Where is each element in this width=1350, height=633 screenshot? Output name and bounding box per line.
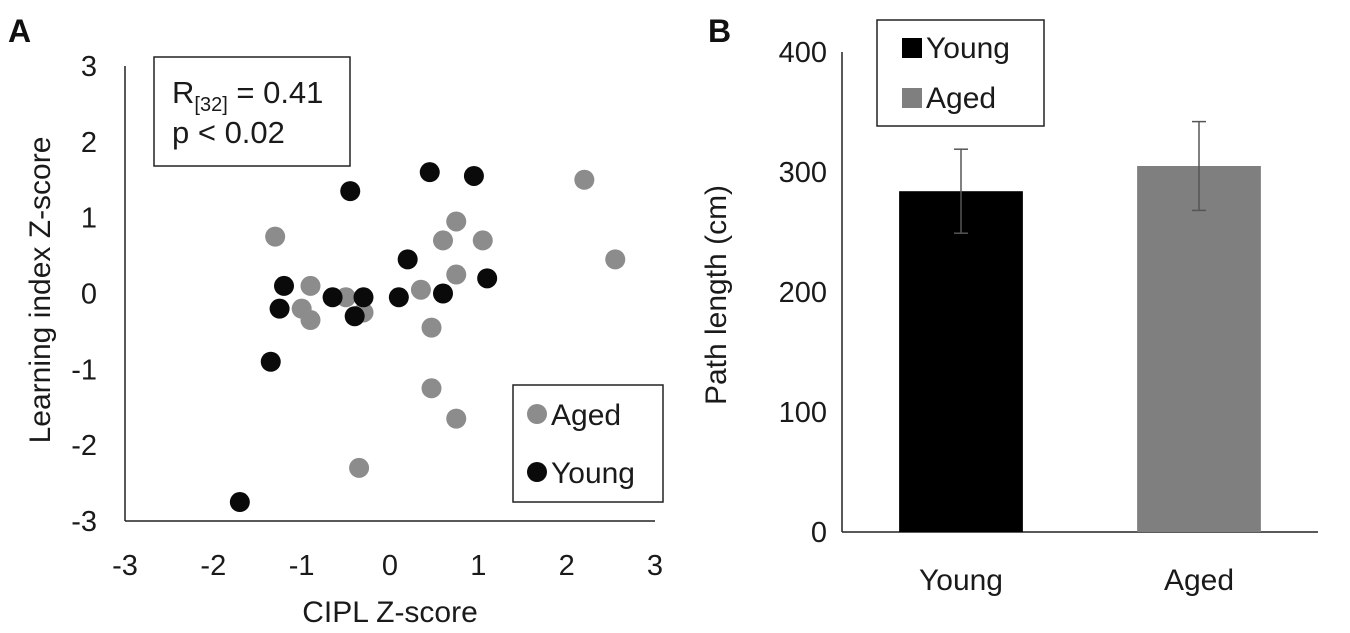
scatter-point-aged: [300, 310, 321, 331]
bar-y-tick-label: 100: [779, 397, 827, 429]
error-bar-young: [954, 148, 968, 234]
scatter-x-tick-label: 0: [382, 550, 398, 582]
scatter-x-tick-label: -1: [289, 550, 315, 582]
scatter-point-aged: [472, 230, 493, 251]
p-value-text: p < 0.02: [172, 115, 285, 150]
scatter-point-aged: [349, 457, 370, 478]
scatter-x-axis-label: CIPL Z-score: [302, 596, 478, 629]
scatter-y-tick-labels: -3 -2 -1 0 1 2 3: [71, 51, 97, 538]
scatter-point-young: [344, 306, 365, 327]
scatter-x-tick-label: 2: [559, 550, 575, 582]
bar-legend-young-label: Young: [926, 32, 1010, 65]
scatter-point-young: [388, 287, 409, 308]
scatter-point-aged: [300, 275, 321, 296]
scatter-point-aged: [265, 226, 286, 247]
scatter-y-tick-label: 2: [81, 127, 97, 159]
scatter-point-young: [477, 268, 498, 289]
legend-young-swatch: [902, 38, 922, 58]
legend-young-label: Young: [551, 457, 635, 490]
panel-b-label: B: [708, 13, 731, 49]
scatter-x-tick-labels: -3 -2 -1 0 1 2 3: [112, 550, 663, 582]
bar-legend-box: [876, 19, 1045, 127]
scatter-y-tick-label: -3: [71, 506, 97, 538]
bar-y-tick-label: 0: [811, 517, 827, 549]
scatter-x-tick-label: -3: [112, 550, 138, 582]
legend-aged-label: Aged: [551, 399, 621, 432]
correlation-r: R: [172, 75, 194, 110]
scatter-x-tick-label: 3: [647, 550, 663, 582]
scatter-point-young: [463, 165, 484, 186]
scatter-point-young: [433, 283, 453, 304]
bar-aged: [1137, 166, 1261, 532]
scatter-point-young: [274, 275, 294, 296]
scatter-point-aged: [410, 279, 431, 300]
scatter-legend: Aged Young: [512, 384, 664, 503]
scatter-y-tick-label: 0: [81, 279, 97, 311]
scatter-point-aged: [421, 378, 442, 399]
correlation-value: = 0.41: [228, 75, 324, 110]
stats-annotation: R[32] = 0.41 p < 0.02: [153, 56, 351, 167]
bar-y-axis-label: Path length (cm): [700, 185, 733, 405]
scatter-point-aged: [446, 264, 467, 285]
bar-x-tick-label: Aged: [1164, 564, 1234, 597]
scatter-y-tick-label: 3: [81, 51, 97, 83]
bar-y-tick-label: 300: [779, 157, 827, 189]
scatter-point-young: [322, 287, 343, 308]
legend-aged-swatch: [902, 88, 922, 108]
scatter-point-young: [229, 492, 250, 513]
scatter-y-axis-label: Learning index Z-score: [24, 137, 57, 444]
scatter-chart: -3 -2 -1 0 1 2 3 -3 -2 -1 0 1 2 3 CIPL Z-score Learn…: [24, 51, 664, 629]
scatter-x-tick-label: 1: [470, 550, 486, 582]
scatter-point-young: [260, 351, 281, 372]
bar-y-tick-label: 400: [779, 37, 827, 69]
scatter-point-aged: [433, 230, 453, 251]
scatter-point-young: [353, 287, 374, 308]
scatter-point-aged: [446, 408, 467, 429]
scatter-y-tick-label: -2: [71, 430, 97, 462]
bar-young: [899, 191, 1023, 532]
scatter-point-aged: [605, 249, 626, 270]
bar-chart: 0 100 200 300 400 Young Aged Path length (cm)…: [700, 19, 1318, 597]
legend-aged-marker: [527, 404, 547, 424]
bar-x-tick-labels: Young Aged: [919, 564, 1234, 597]
stats-box: [153, 56, 351, 167]
bar-y-tick-label: 200: [779, 277, 827, 309]
bar-legend-aged-label: Aged: [926, 82, 996, 115]
bar-x-tick-label: Young: [919, 564, 1003, 597]
scatter-point-aged: [446, 211, 467, 232]
scatter-point-young: [340, 181, 361, 202]
scatter-point-young: [419, 162, 440, 183]
scatter-axes: [124, 66, 655, 522]
scatter-y-tick-label: -1: [71, 354, 97, 386]
error-bar-aged: [1192, 120, 1206, 212]
scatter-point-young: [397, 249, 418, 270]
panel-a-label: A: [8, 13, 31, 49]
correlation-text: R[32] = 0.41: [172, 75, 323, 116]
bar-legend: Young Aged: [876, 19, 1045, 127]
scatter-point-aged: [574, 169, 595, 190]
legend-young-marker: [527, 462, 547, 482]
scatter-x-tick-label: -2: [200, 550, 226, 582]
scatter-point-aged: [421, 317, 442, 338]
scatter-point-young: [269, 298, 290, 319]
bar-y-tick-labels: 0 100 200 300 400: [779, 37, 827, 549]
correlation-subscript: [32]: [194, 94, 227, 116]
bars: [899, 120, 1261, 532]
scatter-points: [229, 162, 626, 513]
scatter-y-tick-label: 1: [81, 203, 97, 235]
